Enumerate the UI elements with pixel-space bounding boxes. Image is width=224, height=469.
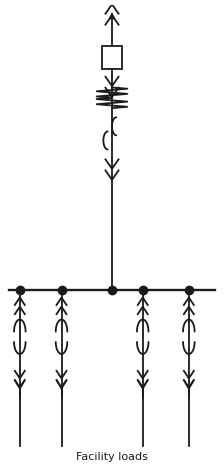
Bar: [102, 46, 122, 69]
Text: Facility loads: Facility loads: [76, 452, 148, 462]
